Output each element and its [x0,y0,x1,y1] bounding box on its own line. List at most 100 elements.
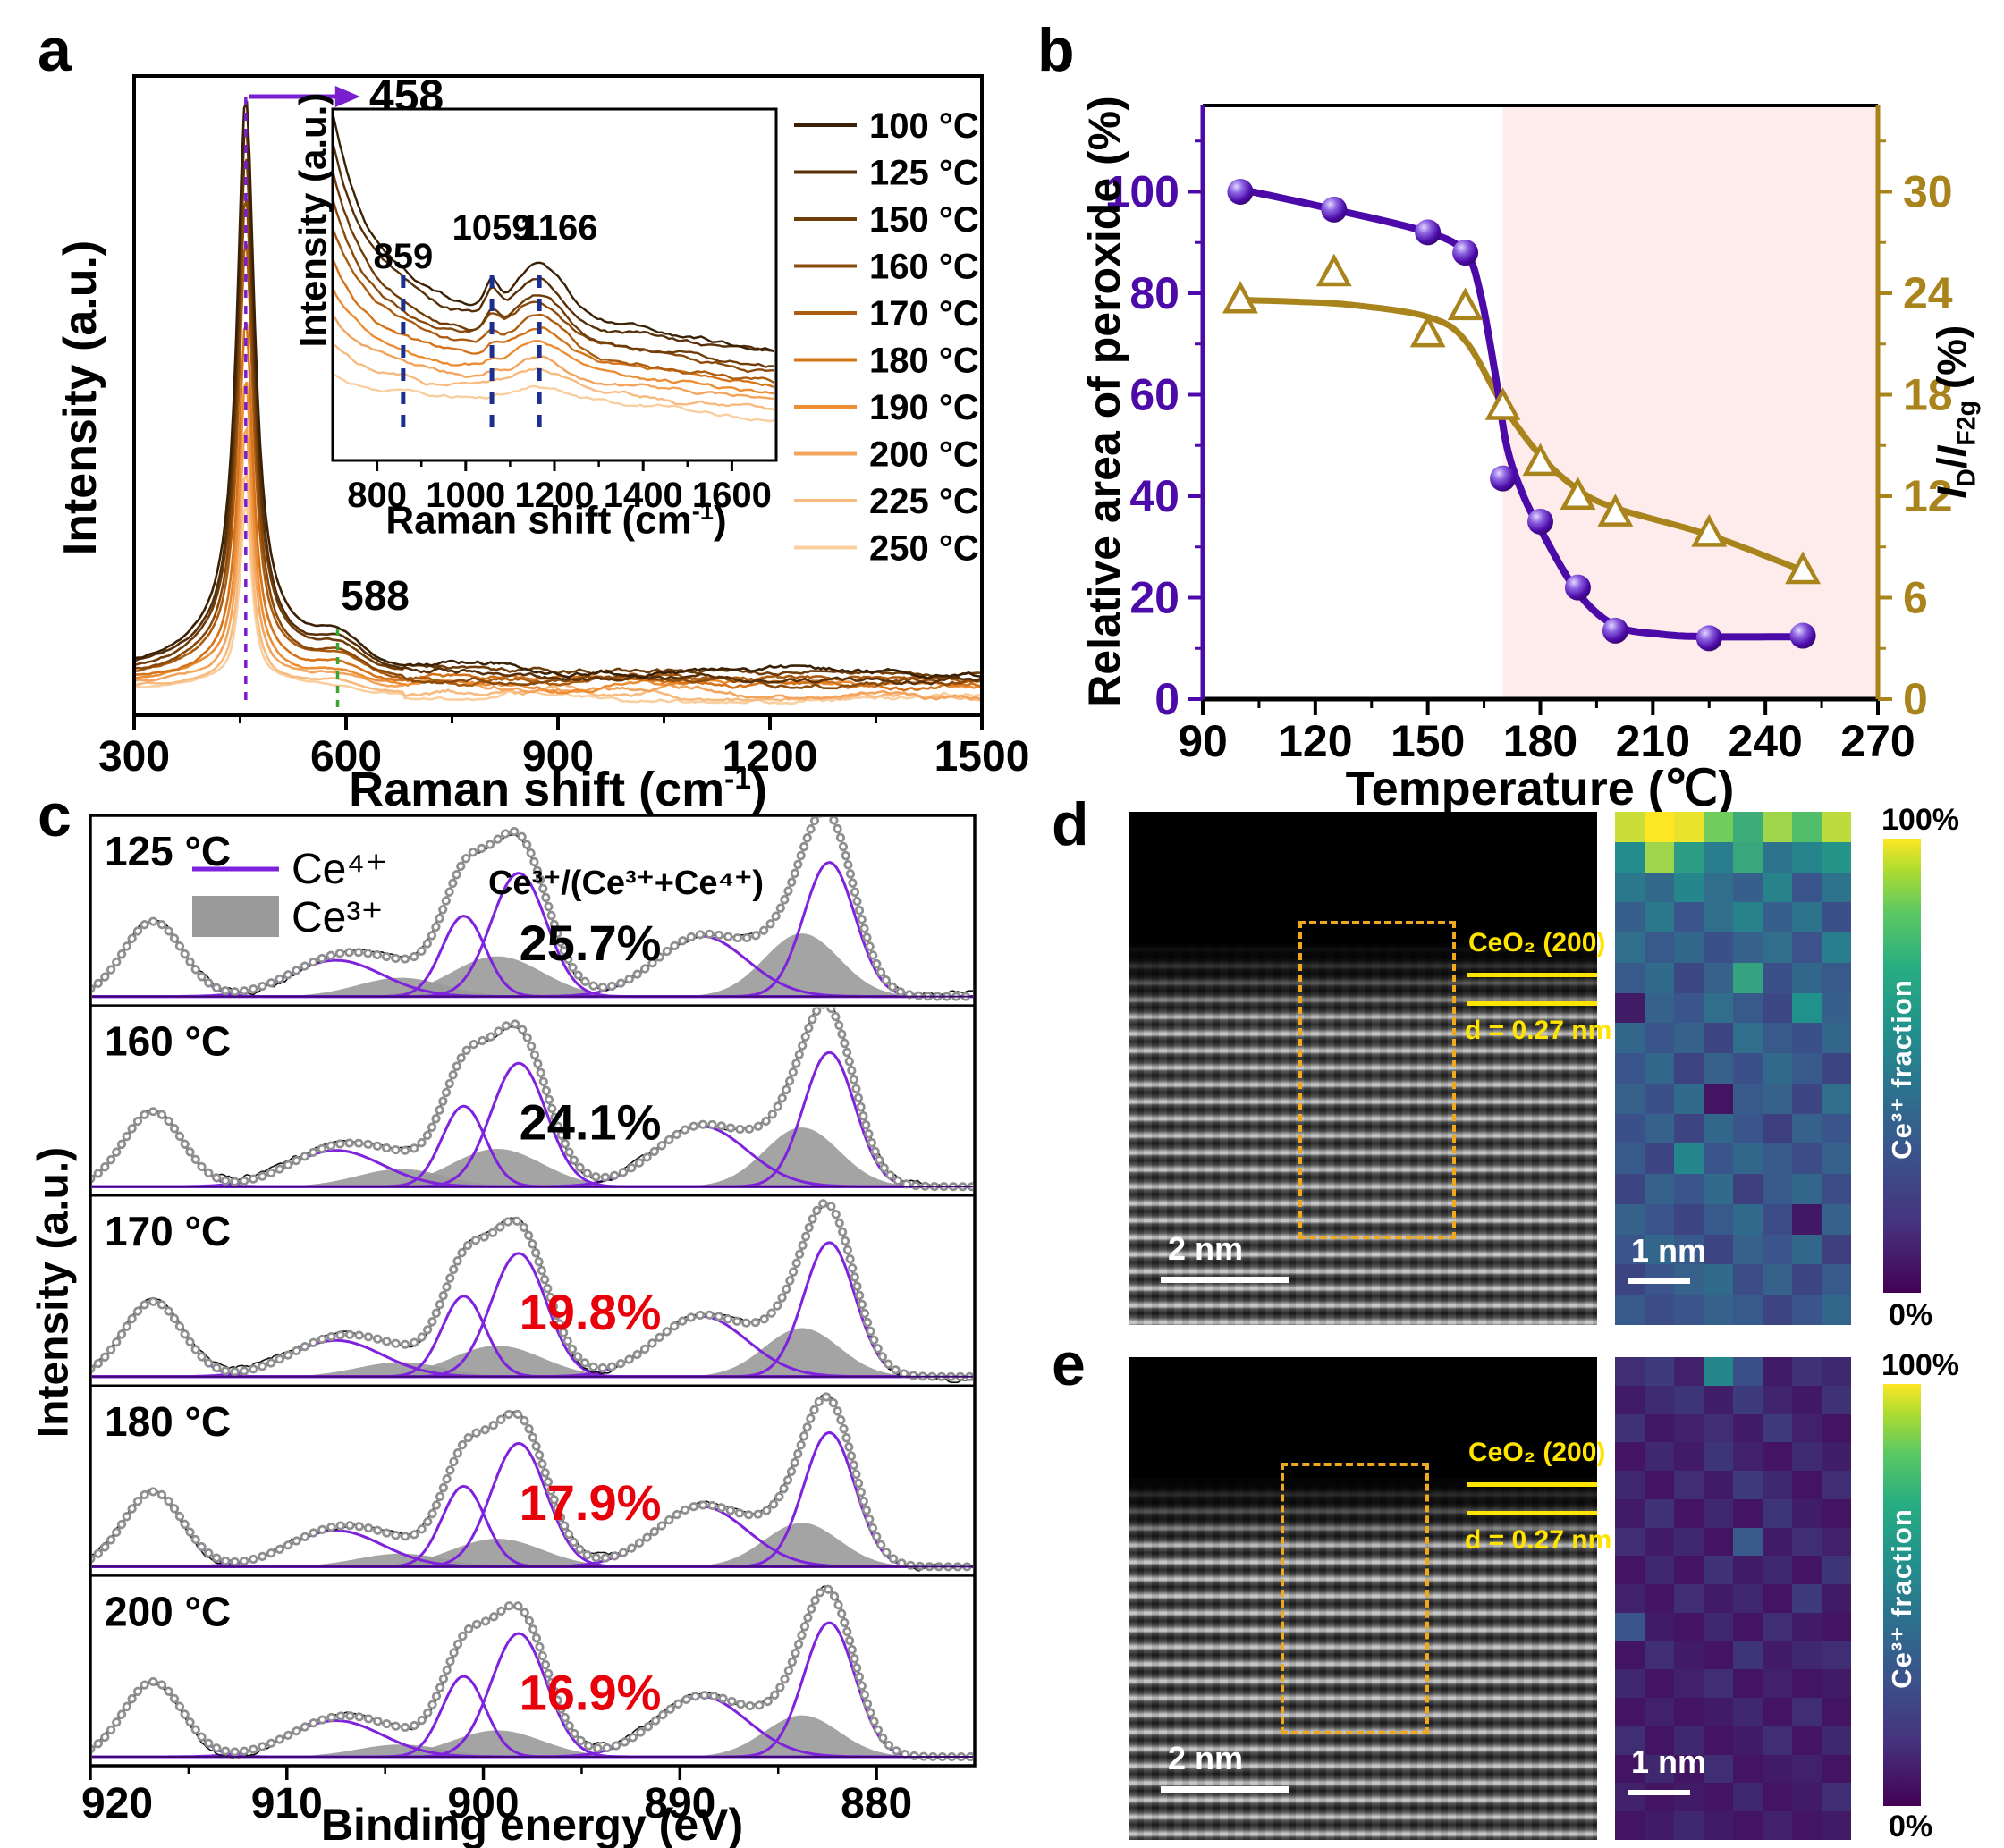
heatmap-cell [1733,1385,1763,1414]
colorbar-d [1883,839,1921,1293]
colorbar-e [1883,1384,1921,1806]
heatmap-cell [1822,992,1851,1024]
heatmap-cell [1615,1053,1645,1084]
sphere-marker [1415,219,1442,246]
heatmap-cell [1645,1083,1674,1114]
heatmap-cell [1792,1295,1822,1325]
heatmap-cell [1645,1053,1674,1084]
heatmap-cell [1822,1053,1851,1084]
ce3-peak [92,1127,973,1187]
panel-b: 90 120 150 180 210 240 27002040608010006121824… [1105,104,1953,766]
heatmap-cell [1704,1698,1733,1726]
ce3-peak [92,1149,973,1187]
heatmap-cell [1792,992,1822,1024]
panel-a-x-tick-label: 1500 [934,733,1030,781]
heatmap-cell [1615,1143,1645,1175]
heatmap-cell [1615,1783,1645,1812]
heatmap-cell [1763,962,1792,993]
heatmap-cell [1615,1698,1645,1726]
heatmap-cell [1763,1527,1792,1557]
stem-d-scalebar-label: 2 nm [1168,1230,1244,1267]
heatmap-cell [1792,932,1822,963]
heatmap-cell [1763,1698,1792,1726]
legend-label: 170 °C [869,294,979,333]
heatmap-cell [1704,872,1733,903]
stem-e-phase-label: CeO₂ (200) [1468,1438,1606,1467]
heatmap-cell [1674,1556,1704,1585]
stem-e-plane-line-1 [1467,1482,1597,1487]
heatmap-cell [1674,1471,1704,1499]
ce3-peak [92,933,973,997]
stem-d-plane-line-2 [1467,1001,1597,1006]
heatmap-cell [1792,1556,1822,1585]
heatmap-cell [1674,1442,1704,1472]
heatmap-cell [1615,962,1645,993]
subpanel-temp-label: 200 °C [105,1588,231,1634]
heatmap-cell [1615,1726,1645,1755]
heatmap-cell [1822,1357,1851,1386]
heatmap-cell [1792,1234,1822,1265]
panel-e-letter: e [1052,1330,1086,1398]
heatmap-cell [1733,1726,1763,1755]
heatmap-cell [1674,902,1704,933]
heatmap-cell [1822,1783,1851,1812]
heatmap-cell [1674,1113,1704,1144]
heatmap-cell [1763,1442,1792,1472]
heatmap-cell [1615,1174,1645,1204]
heatmap-cell [1763,1413,1792,1443]
heatmap-cell [1763,1234,1792,1265]
heatmap-cell [1733,812,1763,842]
panel-b-left-tick-label: 20 [1129,572,1180,622]
heatmap-cell [1674,1083,1704,1114]
heatmap-cell [1763,1053,1792,1084]
ce3-fraction-percent: 24.1% [520,1094,662,1151]
heatmap-cell [1733,1203,1763,1235]
xps-subpanel [92,1584,973,1761]
heatmap-cell [1704,992,1733,1024]
heatmap-cell [1733,1471,1763,1499]
subpanel-temp-label: 125 °C [105,828,231,874]
heatmap-cell [1792,1113,1822,1144]
triangle-marker [1447,287,1484,321]
heatmap-cell [1733,1584,1763,1613]
panel-c: 125 °C 25.7% 160 °C 24.1% 170 °C 19.8% 180 °C 1… [81,814,977,1827]
heatmap-cell [1645,1442,1674,1472]
heatmap-cell [1645,1498,1674,1528]
heatmap-cell [1733,1174,1763,1204]
heatmap-cell [1763,1203,1792,1235]
heatmap-cell [1674,1641,1704,1670]
heatmap-cell [1822,1669,1851,1699]
heatmap-cell [1674,841,1704,873]
heatmap-cell [1615,1498,1645,1528]
heatmap-cell [1792,962,1822,993]
heatmap-cell [1792,1053,1822,1084]
heatmap-cell [1822,841,1851,873]
heatmap-cell [1615,1203,1645,1235]
heatmap-cell [1763,841,1792,873]
heatmap-cell [1792,1357,1822,1386]
panel-b-right-tick-label: 24 [1903,268,1953,318]
heatmap-cell [1763,1083,1792,1114]
heatmap-cell [1763,1584,1792,1613]
panel-b-left-tick-label: 100 [1105,166,1180,216]
panel-b-left-tick-label: 40 [1129,471,1180,521]
heatmap-cell [1733,1442,1763,1472]
colorbar-d-label: Ce³⁺ fraction [1886,979,1917,1160]
heatmap-cell [1645,1295,1674,1325]
heatmap-cell [1792,1783,1822,1812]
heatmap-cell [1733,1295,1763,1325]
legend-label: 180 °C [869,342,979,381]
ce3-fraction-percent: 25.7% [520,915,662,971]
heatmap-cell [1733,1783,1763,1812]
heatmap-cell [1645,1641,1674,1670]
heatmap-cell [1645,932,1674,963]
heatmap-e-scalebar-label: 1 nm [1631,1743,1707,1780]
heatmap-cell [1733,1811,1763,1840]
heatmap-cell [1704,1527,1733,1557]
ce3-fraction-percent: 16.9% [520,1664,662,1720]
stem-e-vacuum-region [1129,1357,1597,1549]
heatmap-cell [1704,1234,1733,1265]
ce3-peak [92,1715,973,1757]
